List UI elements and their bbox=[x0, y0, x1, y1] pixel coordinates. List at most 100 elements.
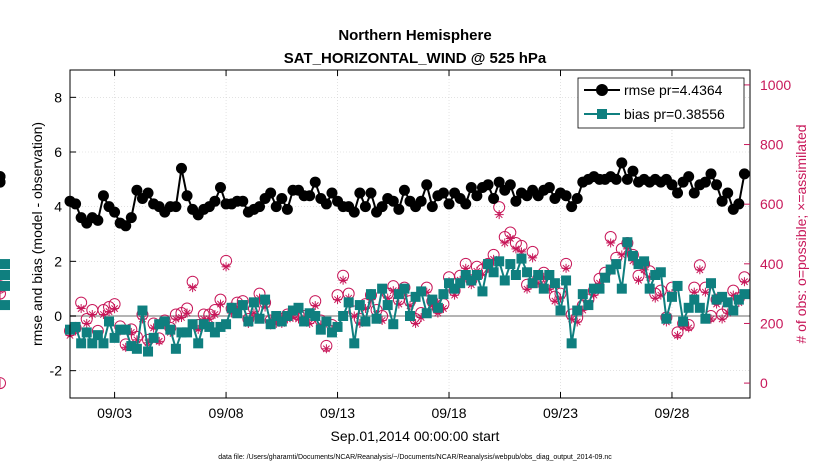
bias-point bbox=[193, 338, 204, 349]
rmse-point bbox=[722, 187, 734, 199]
rmse-point bbox=[304, 190, 316, 202]
rmse-point bbox=[738, 168, 750, 180]
bias-point bbox=[405, 311, 415, 321]
bias-point bbox=[516, 253, 527, 264]
obs-assimilated-point bbox=[689, 287, 699, 297]
y2-tick-label: 200 bbox=[760, 315, 784, 331]
bias-point bbox=[382, 300, 393, 311]
bias-point bbox=[393, 289, 404, 300]
bias-point bbox=[444, 278, 455, 289]
rmse-point bbox=[610, 173, 622, 185]
rmse-point bbox=[699, 176, 711, 188]
x-tick-label: 09/13 bbox=[320, 405, 355, 421]
rmse-point bbox=[125, 212, 137, 224]
obs-assimilated-point bbox=[695, 265, 705, 275]
bias-point bbox=[338, 311, 349, 321]
rmse-point bbox=[97, 190, 109, 202]
rmse-point bbox=[270, 201, 282, 213]
y-axis-right: 0 200 400 600 800 1000 bbox=[744, 77, 791, 391]
bias-point bbox=[232, 308, 243, 319]
bias-point bbox=[154, 319, 165, 330]
bias-point bbox=[527, 278, 538, 289]
bias-point bbox=[717, 291, 728, 302]
bias-point bbox=[221, 319, 232, 330]
rmse-point bbox=[465, 182, 477, 194]
bias-point bbox=[204, 321, 215, 332]
bias-point bbox=[237, 300, 248, 311]
bias-point bbox=[354, 300, 365, 311]
rmse-point bbox=[616, 157, 628, 169]
bias-point bbox=[449, 283, 460, 294]
obs-assimilated-point bbox=[310, 301, 320, 311]
bias-point bbox=[616, 283, 627, 294]
x-axis-label: Sep.01,2014 00:00:00 start bbox=[331, 428, 500, 444]
rmse-point bbox=[265, 187, 277, 199]
obs-assimilated-point bbox=[87, 310, 97, 320]
bias-point bbox=[0, 280, 10, 291]
y2-axis-label: # of obs: o=possible; ×=assimilated bbox=[793, 124, 809, 343]
y-tick-label: 2 bbox=[54, 253, 62, 269]
bias-point bbox=[438, 289, 449, 300]
x-tick-label: 09/18 bbox=[431, 405, 466, 421]
y2-tick-label: 800 bbox=[760, 137, 784, 153]
obs-assimilated-point bbox=[500, 238, 510, 248]
y-tick-label: 8 bbox=[54, 89, 62, 105]
bias-point bbox=[159, 316, 170, 327]
bias-point bbox=[293, 302, 304, 313]
bias-point bbox=[148, 332, 159, 343]
rmse-point bbox=[421, 179, 433, 191]
rmse-point bbox=[214, 182, 226, 194]
bias-point bbox=[522, 267, 533, 278]
rmse-point bbox=[142, 187, 154, 199]
bias-point bbox=[494, 256, 505, 267]
bias-point bbox=[70, 321, 81, 332]
rmse-point bbox=[415, 195, 427, 207]
rmse-point bbox=[393, 203, 405, 215]
obs-assimilated-point bbox=[673, 330, 683, 340]
x-tick-label: 09/23 bbox=[543, 405, 578, 421]
obs-possible-point bbox=[0, 287, 6, 300]
rmse-point bbox=[560, 190, 572, 202]
rmse-point bbox=[109, 206, 121, 218]
bias-point bbox=[655, 267, 666, 278]
y2-tick-label: 1000 bbox=[760, 77, 791, 93]
bias-point bbox=[360, 316, 371, 327]
obs-assimilated-point bbox=[700, 287, 710, 297]
bias-point bbox=[549, 278, 560, 289]
bias-point bbox=[588, 283, 599, 294]
bias-point bbox=[143, 346, 154, 357]
obs-assimilated-point bbox=[505, 233, 515, 243]
bias-point bbox=[76, 338, 87, 349]
rmse-point bbox=[426, 201, 438, 213]
obs-assimilated-point bbox=[494, 210, 504, 220]
bias-point bbox=[555, 305, 566, 316]
bias-point bbox=[315, 324, 326, 335]
x-tick-label: 09/28 bbox=[654, 405, 689, 421]
obs-assimilated-point bbox=[188, 283, 198, 293]
obs-assimilated-point bbox=[215, 299, 225, 309]
legend-rmse-marker bbox=[596, 84, 608, 96]
bias-point bbox=[566, 338, 577, 349]
bias-point bbox=[321, 316, 332, 327]
rmse-point bbox=[733, 198, 745, 210]
bias-point bbox=[126, 341, 137, 352]
rmse-point bbox=[621, 173, 633, 185]
y-axis-label: rmse and bias (model - observation) bbox=[29, 122, 45, 346]
rmse-point bbox=[354, 187, 366, 199]
bias-point bbox=[271, 311, 282, 321]
bias-point bbox=[265, 319, 276, 330]
rmse-point bbox=[705, 168, 717, 180]
rmse-point bbox=[326, 187, 338, 199]
bias-point bbox=[365, 289, 376, 300]
x-tick-label: 09/03 bbox=[97, 405, 132, 421]
bias-point bbox=[0, 270, 10, 280]
bias-point bbox=[254, 313, 265, 324]
bias-point bbox=[120, 324, 131, 335]
rmse-point bbox=[482, 179, 494, 191]
rmse-point bbox=[488, 192, 500, 204]
bias-series-layer bbox=[0, 237, 750, 357]
obs-assimilated-point bbox=[110, 304, 120, 314]
bias-point bbox=[187, 319, 198, 330]
obs-assimilated-point bbox=[606, 238, 616, 248]
bias-point bbox=[104, 316, 115, 327]
